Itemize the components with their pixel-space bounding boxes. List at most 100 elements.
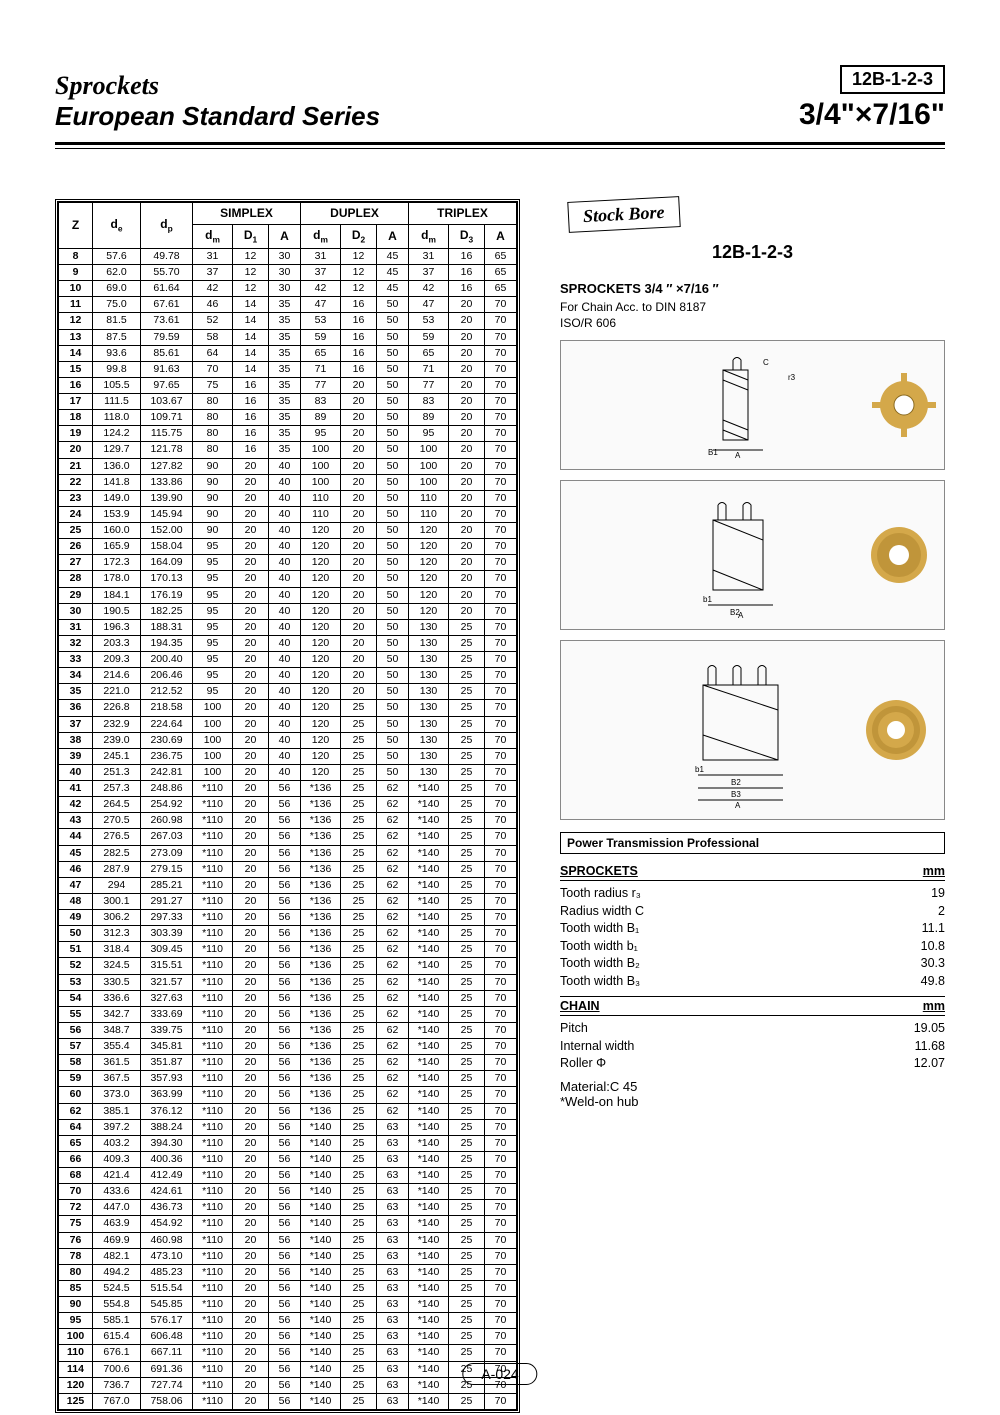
- table-row: 30190.5182.2595204012020501202070: [59, 603, 517, 619]
- table-row: 20129.7121.7880163510020501002070: [59, 442, 517, 458]
- table-cell: 62: [377, 974, 409, 990]
- mm-label-2: mm: [923, 999, 945, 1013]
- table-cell: 130: [409, 652, 449, 668]
- table-cell: 25: [449, 910, 485, 926]
- table-cell: 31: [59, 619, 93, 635]
- spec-row: Internal width11.68: [560, 1038, 945, 1056]
- table-cell: *110: [193, 813, 233, 829]
- table-cell: 306.2: [93, 910, 141, 926]
- sprocket-data-table: Z de dp SIMPLEX DUPLEX TRIPLEX dm D1 A d…: [58, 202, 517, 1410]
- table-cell: 20: [341, 587, 377, 603]
- table-cell: 25: [341, 990, 377, 1006]
- table-row: 21136.0127.8290204010020501002070: [59, 458, 517, 474]
- table-cell: 80: [193, 394, 233, 410]
- table-cell: 30: [269, 281, 301, 297]
- table-cell: 20: [449, 555, 485, 571]
- table-cell: 700.6: [93, 1361, 141, 1377]
- table-cell: 25: [449, 1393, 485, 1409]
- table-cell: 70: [485, 652, 517, 668]
- table-cell: 20: [341, 490, 377, 506]
- table-cell: 20: [341, 426, 377, 442]
- table-cell: 14: [233, 361, 269, 377]
- table-row: 16105.597.65751635772050772070: [59, 377, 517, 393]
- title-sprockets: Sprockets: [55, 71, 380, 101]
- table-cell: 89: [409, 410, 449, 426]
- table-cell: *136: [301, 813, 341, 829]
- table-cell: 25: [449, 748, 485, 764]
- table-cell: 25: [341, 764, 377, 780]
- table-cell: *136: [301, 893, 341, 909]
- table-cell: 254.92: [141, 797, 193, 813]
- table-cell: 20: [233, 893, 269, 909]
- table-cell: *110: [193, 845, 233, 861]
- table-cell: *140: [301, 1119, 341, 1135]
- table-cell: 70: [485, 813, 517, 829]
- table-cell: 89: [301, 410, 341, 426]
- table-cell: *136: [301, 1103, 341, 1119]
- table-cell: 133.86: [141, 474, 193, 490]
- table-cell: 20: [233, 1361, 269, 1377]
- table-row: 64397.2388.24*1102056*1402563*1402570: [59, 1119, 517, 1135]
- table-cell: 62: [59, 1103, 93, 1119]
- table-cell: 95: [193, 684, 233, 700]
- table-cell: 100: [193, 700, 233, 716]
- table-cell: 65: [485, 265, 517, 281]
- table-cell: *140: [301, 1393, 341, 1409]
- table-cell: 16: [341, 361, 377, 377]
- table-cell: 16: [233, 426, 269, 442]
- table-cell: 339.75: [141, 1022, 193, 1038]
- table-row: 45282.5273.09*1102056*1362562*1402570: [59, 845, 517, 861]
- table-cell: 63: [377, 1184, 409, 1200]
- table-cell: 97.65: [141, 377, 193, 393]
- table-cell: 120: [409, 523, 449, 539]
- table-cell: *110: [193, 926, 233, 942]
- table-cell: 236.75: [141, 748, 193, 764]
- table-cell: 22: [59, 474, 93, 490]
- table-cell: 65: [59, 1135, 93, 1151]
- table-cell: 25: [341, 1071, 377, 1087]
- table-cell: 361.5: [93, 1055, 141, 1071]
- table-cell: *110: [193, 1039, 233, 1055]
- table-cell: 50: [377, 410, 409, 426]
- table-cell: 70: [485, 1055, 517, 1071]
- table-cell: 14: [233, 329, 269, 345]
- table-cell: 70: [485, 458, 517, 474]
- table-cell: 63: [377, 1345, 409, 1361]
- table-cell: *110: [193, 1216, 233, 1232]
- table-cell: *136: [301, 861, 341, 877]
- table-cell: 25: [449, 1313, 485, 1329]
- table-cell: 35: [269, 345, 301, 361]
- table-cell: *136: [301, 974, 341, 990]
- table-cell: *140: [301, 1361, 341, 1377]
- table-cell: 118.0: [93, 410, 141, 426]
- table-cell: 110: [59, 1345, 93, 1361]
- table-cell: *140: [409, 1119, 449, 1135]
- table-cell: *140: [409, 1071, 449, 1087]
- col-d2: D2: [341, 225, 377, 249]
- footnote-text: *Weld-on hub: [560, 1094, 945, 1109]
- table-cell: 30: [269, 265, 301, 281]
- table-cell: 25: [449, 1184, 485, 1200]
- svg-text:A: A: [735, 801, 741, 810]
- table-cell: 66: [59, 1151, 93, 1167]
- table-cell: 20: [233, 1248, 269, 1264]
- table-cell: 139.90: [141, 490, 193, 506]
- table-row: 55342.7333.69*1102056*1362562*1402570: [59, 1006, 517, 1022]
- table-cell: 20: [449, 345, 485, 361]
- table-cell: 482.1: [93, 1248, 141, 1264]
- table-cell: 330.5: [93, 974, 141, 990]
- table-cell: 121.78: [141, 442, 193, 458]
- spec-row: Roller Φ12.07: [560, 1055, 945, 1073]
- svg-text:B1: B1: [708, 448, 718, 457]
- table-row: 1175.067.61461435471650472070: [59, 297, 517, 313]
- diagram-triplex: b1 B2 B3 A: [560, 640, 945, 820]
- table-cell: *110: [193, 1280, 233, 1296]
- table-row: 35221.0212.5295204012020501302570: [59, 684, 517, 700]
- table-cell: 42: [193, 281, 233, 297]
- table-cell: 25: [341, 1087, 377, 1103]
- table-cell: 25: [449, 1297, 485, 1313]
- table-cell: 45: [377, 248, 409, 264]
- table-cell: 23: [59, 490, 93, 506]
- table-cell: 120: [301, 603, 341, 619]
- table-cell: 35: [269, 329, 301, 345]
